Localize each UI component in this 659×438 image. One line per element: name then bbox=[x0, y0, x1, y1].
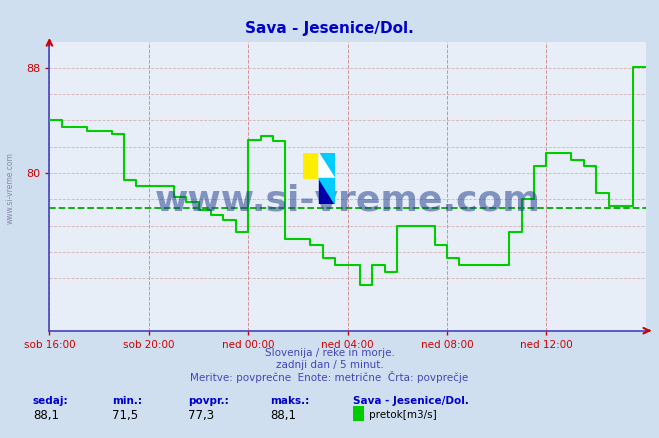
Text: sedaj:: sedaj: bbox=[33, 396, 69, 406]
Text: min.:: min.: bbox=[112, 396, 142, 406]
Text: 88,1: 88,1 bbox=[33, 409, 59, 422]
Text: 71,5: 71,5 bbox=[112, 409, 138, 422]
Text: Sava - Jesenice/Dol.: Sava - Jesenice/Dol. bbox=[245, 21, 414, 36]
Text: povpr.:: povpr.: bbox=[188, 396, 229, 406]
Polygon shape bbox=[319, 179, 335, 204]
Text: www.si-vreme.com: www.si-vreme.com bbox=[5, 152, 14, 224]
Text: Meritve: povprečne  Enote: metrične  Črta: povprečje: Meritve: povprečne Enote: metrične Črta:… bbox=[190, 371, 469, 383]
Polygon shape bbox=[319, 179, 335, 204]
Text: pretok[m3/s]: pretok[m3/s] bbox=[369, 410, 437, 420]
Text: 77,3: 77,3 bbox=[188, 409, 214, 422]
Text: Slovenija / reke in morje.: Slovenija / reke in morje. bbox=[264, 348, 395, 357]
Text: www.si-vreme.com: www.si-vreme.com bbox=[155, 184, 540, 218]
Text: Sava - Jesenice/Dol.: Sava - Jesenice/Dol. bbox=[353, 396, 469, 406]
Text: zadnji dan / 5 minut.: zadnji dan / 5 minut. bbox=[275, 360, 384, 370]
Polygon shape bbox=[319, 153, 335, 179]
Polygon shape bbox=[319, 153, 335, 179]
Text: maks.:: maks.: bbox=[270, 396, 310, 406]
Polygon shape bbox=[303, 153, 319, 179]
Text: 88,1: 88,1 bbox=[270, 409, 296, 422]
